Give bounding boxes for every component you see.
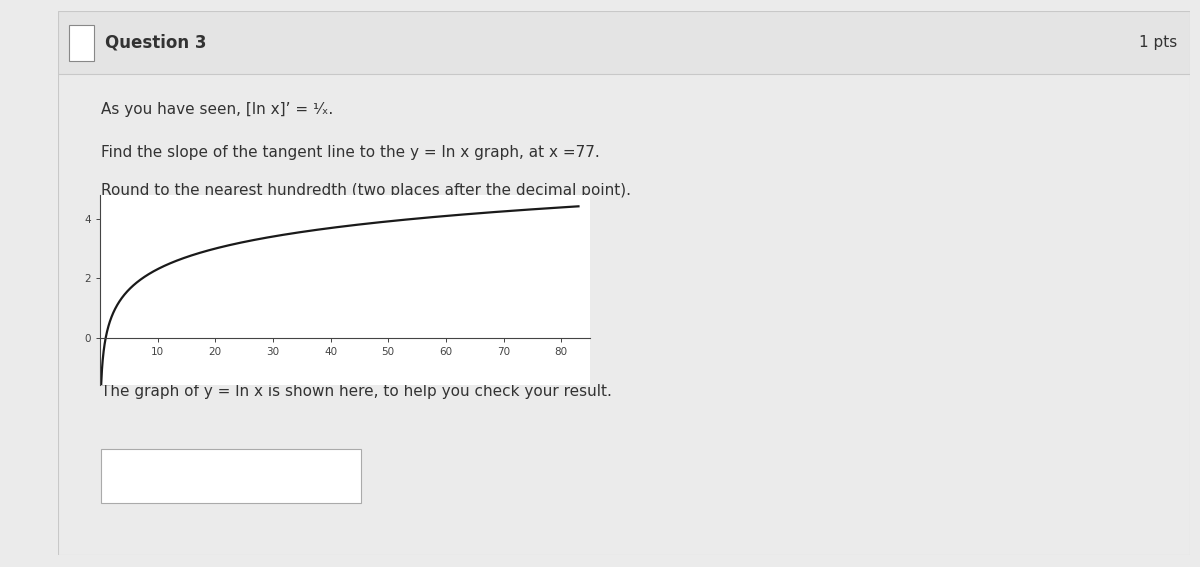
Text: 1 pts: 1 pts <box>1139 35 1177 50</box>
Text: The graph of y = ln x is shown here, to help you check your result.: The graph of y = ln x is shown here, to … <box>101 384 612 399</box>
Bar <box>58 11 1190 74</box>
Bar <box>101 448 361 503</box>
Text: As you have seen, [ln x]’ = ¹⁄ₓ.: As you have seen, [ln x]’ = ¹⁄ₓ. <box>101 101 332 117</box>
Text: Question 3: Question 3 <box>106 33 206 52</box>
Text: Find the slope of the tangent line to the y = ln x graph, at x =77.: Find the slope of the tangent line to th… <box>101 145 599 160</box>
Text: Round to the nearest hundredth (two places after the decimal point).: Round to the nearest hundredth (two plac… <box>101 183 631 198</box>
FancyBboxPatch shape <box>68 26 94 61</box>
